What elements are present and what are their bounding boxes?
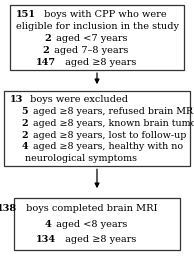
Text: neurological symptoms: neurological symptoms: [25, 154, 137, 163]
Text: aged 7–8 years: aged 7–8 years: [51, 46, 129, 55]
Text: 147: 147: [36, 58, 56, 67]
Text: aged ≥8 years, known brain tumor: aged ≥8 years, known brain tumor: [30, 119, 194, 128]
Text: aged ≥8 years, healthy with no: aged ≥8 years, healthy with no: [30, 142, 183, 151]
Text: 151: 151: [16, 10, 36, 19]
Text: boys completed brain MRI: boys completed brain MRI: [23, 204, 158, 213]
Text: boys were excluded: boys were excluded: [27, 95, 128, 105]
Text: 2: 2: [45, 34, 51, 43]
FancyBboxPatch shape: [14, 198, 180, 250]
FancyBboxPatch shape: [4, 91, 190, 166]
Text: 5: 5: [21, 107, 28, 116]
Text: aged <8 years: aged <8 years: [53, 220, 128, 229]
Text: eligible for inclusion in the study: eligible for inclusion in the study: [16, 22, 178, 31]
Text: aged ≥8 years: aged ≥8 years: [62, 235, 136, 244]
Text: 2: 2: [21, 131, 28, 140]
Text: boys with CPP who were: boys with CPP who were: [41, 10, 167, 19]
Text: aged ≥8 years: aged ≥8 years: [62, 58, 136, 67]
Text: 4: 4: [45, 220, 51, 229]
Text: aged <7 years: aged <7 years: [53, 34, 128, 43]
Text: 4: 4: [21, 142, 28, 151]
Text: aged ≥8 years, lost to follow-up: aged ≥8 years, lost to follow-up: [30, 131, 186, 140]
Text: aged ≥8 years, refused brain MRI: aged ≥8 years, refused brain MRI: [30, 107, 194, 116]
FancyBboxPatch shape: [10, 5, 184, 70]
Text: 2: 2: [21, 119, 28, 128]
Text: 13: 13: [10, 95, 23, 105]
Text: 134: 134: [36, 235, 56, 244]
Text: 2: 2: [43, 46, 49, 55]
Text: 138: 138: [0, 204, 17, 213]
